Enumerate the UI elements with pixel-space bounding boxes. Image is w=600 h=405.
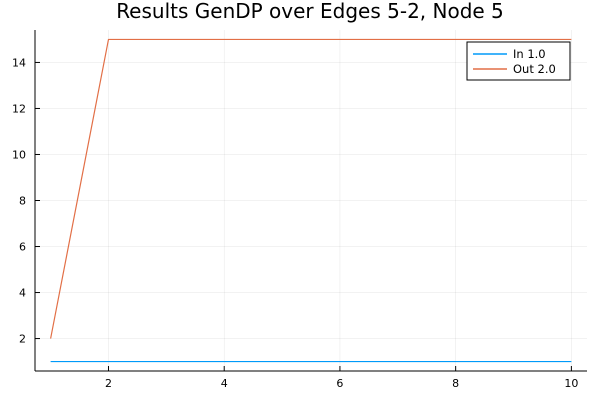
y-tick-label: 14: [12, 56, 26, 69]
series-layer: [50, 38, 572, 363]
x-tick-label: 2: [105, 377, 112, 390]
legend-label-2: Out 2.0: [513, 62, 556, 76]
grid-layer: [35, 30, 587, 371]
legend-box: [466, 41, 571, 81]
ticks-layer: 2 4 6 8 10 2 4 6 8 10 12 14: [12, 56, 578, 390]
series-line-2: [50, 38, 572, 339]
y-tick-label: 8: [19, 195, 26, 208]
y-tick-label: 2: [19, 333, 26, 346]
x-tick-label: 6: [336, 377, 343, 390]
x-tick-label: 4: [221, 377, 228, 390]
y-tick-label: 10: [12, 148, 26, 161]
chart-title: Results GenDP over Edges 5-2, Node 5: [116, 0, 504, 23]
x-tick-label: 8: [452, 377, 459, 390]
y-tick-label: 12: [12, 102, 26, 115]
y-tick-label: 4: [19, 287, 26, 300]
y-tick-label: 6: [19, 241, 26, 254]
x-tick-label: 10: [564, 377, 578, 390]
legend-label-1: In 1.0: [513, 47, 546, 61]
